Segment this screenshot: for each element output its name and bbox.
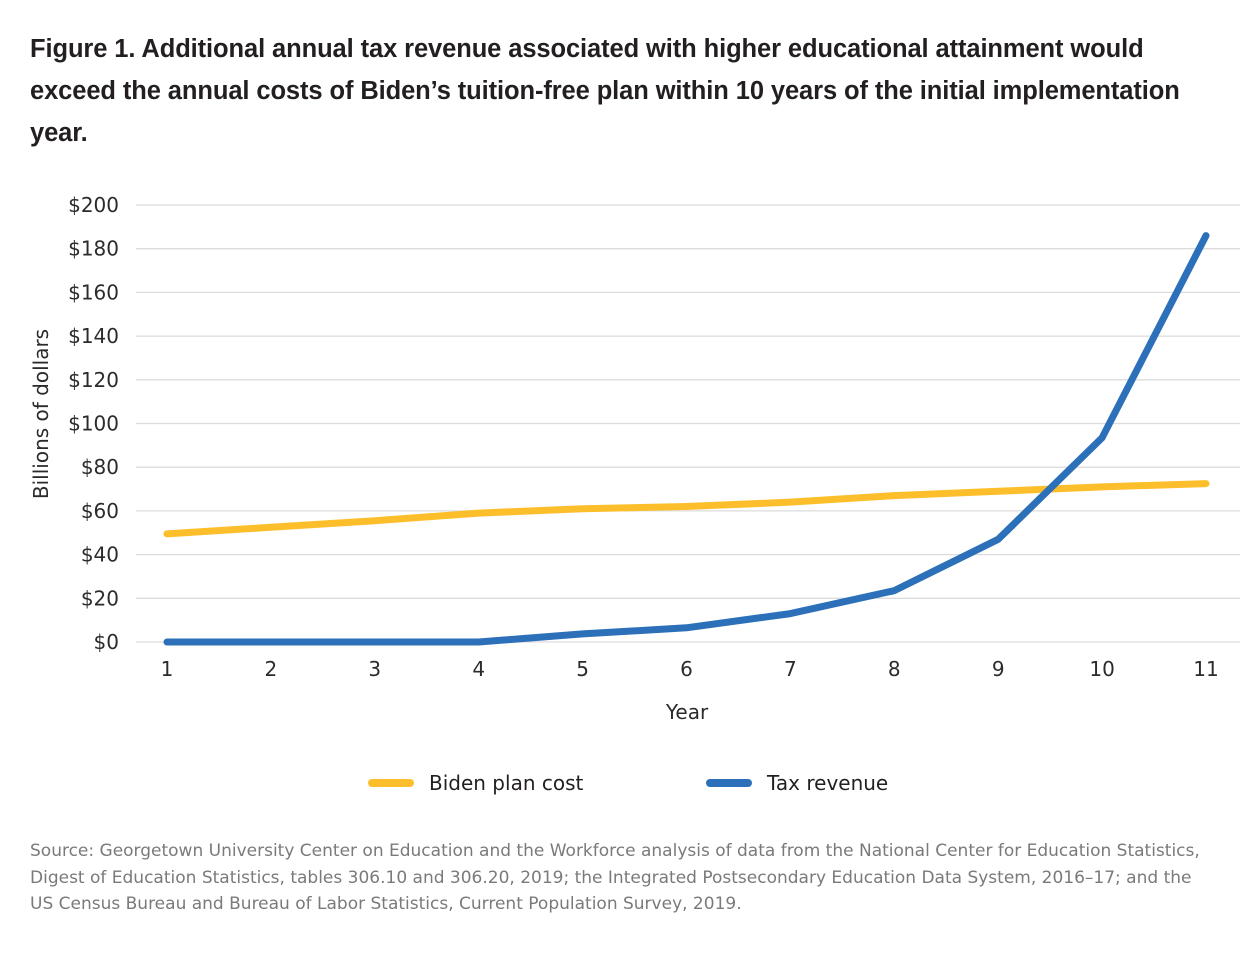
x-tick-label: 1 [161,657,174,681]
source-note: Source: Georgetown University Center on … [30,841,1200,914]
legend-label: Tax revenue [766,771,888,795]
chart-title: Figure 1. Additional annual tax revenue … [30,35,1180,147]
y-tick-label: $20 [81,586,119,610]
x-tick-label: 6 [680,657,693,681]
legend-label: Biden plan cost [429,771,584,795]
y-tick-label: $160 [68,280,119,304]
x-tick-label: 5 [576,657,589,681]
y-tick-label: $60 [81,499,119,523]
y-tick-label: $140 [68,324,119,348]
x-tick-label: 4 [472,657,485,681]
x-tick-label: 7 [784,657,797,681]
y-tick-label: $40 [81,543,119,567]
y-tick-label: $200 [68,193,119,217]
x-axis-title: Year [665,700,709,724]
y-tick-label: $0 [94,630,119,654]
y-tick-label: $100 [68,412,119,436]
x-tick-label: 2 [265,657,278,681]
x-tick-label: 11 [1193,657,1218,681]
x-tick-label: 3 [368,657,381,681]
y-tick-label: $180 [68,237,119,261]
y-axis-title: Billions of dollars [29,329,53,499]
gridlines [136,204,1240,643]
y-tick-label: $80 [81,455,119,479]
x-tick-label: 8 [888,657,901,681]
x-axis-ticks: 1 2 3 4 5 6 7 8 9 10 11 [161,657,1219,681]
y-tick-label: $120 [68,368,119,392]
legend: Biden plan cost Tax revenue [368,771,888,795]
series-line-tax-revenue [163,232,1210,646]
series-lines [163,232,1210,646]
y-axis-ticks: $0 $20 $40 $60 $80 $100 $120 $140 $160 $180 $200 [68,193,119,654]
x-tick-label: 10 [1089,657,1114,681]
x-tick-label: 9 [992,657,1005,681]
